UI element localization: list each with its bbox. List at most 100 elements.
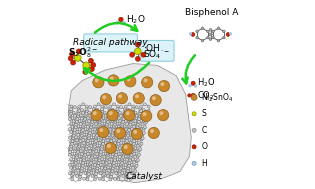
Circle shape (188, 94, 191, 97)
Circle shape (74, 136, 77, 139)
Circle shape (133, 135, 136, 138)
Circle shape (158, 109, 169, 121)
Circle shape (140, 110, 152, 122)
Circle shape (99, 118, 102, 121)
Circle shape (89, 124, 92, 127)
Circle shape (100, 150, 102, 153)
Circle shape (192, 128, 196, 132)
Circle shape (104, 160, 107, 163)
Circle shape (112, 127, 114, 130)
Circle shape (138, 113, 140, 116)
Circle shape (106, 159, 108, 162)
Text: $\cdot$OH: $\cdot$OH (143, 42, 161, 53)
Circle shape (71, 171, 74, 174)
Circle shape (68, 136, 72, 139)
Circle shape (109, 142, 112, 145)
Circle shape (101, 141, 104, 144)
Circle shape (92, 133, 95, 136)
Circle shape (159, 111, 163, 115)
Circle shape (111, 144, 114, 147)
Circle shape (124, 178, 127, 181)
Circle shape (118, 137, 121, 140)
Circle shape (93, 145, 96, 148)
Circle shape (83, 156, 86, 159)
Circle shape (82, 161, 85, 164)
Circle shape (130, 52, 135, 57)
Circle shape (96, 167, 99, 170)
Circle shape (87, 132, 90, 136)
Circle shape (98, 159, 101, 162)
Circle shape (125, 76, 136, 87)
Circle shape (122, 152, 125, 155)
Circle shape (97, 126, 100, 129)
Circle shape (122, 166, 125, 169)
Circle shape (118, 165, 122, 168)
Circle shape (101, 105, 104, 108)
Circle shape (90, 119, 93, 122)
Circle shape (117, 117, 120, 120)
Circle shape (133, 130, 137, 134)
Circle shape (77, 146, 80, 149)
Circle shape (72, 134, 75, 137)
Circle shape (129, 142, 132, 145)
Circle shape (94, 149, 98, 153)
Circle shape (124, 119, 127, 122)
Circle shape (84, 111, 87, 114)
Circle shape (72, 111, 75, 114)
Circle shape (93, 109, 96, 112)
Circle shape (80, 108, 83, 111)
Circle shape (83, 169, 86, 172)
Circle shape (86, 175, 89, 178)
Circle shape (103, 165, 106, 168)
Circle shape (110, 132, 113, 136)
Circle shape (118, 155, 121, 158)
Circle shape (86, 152, 89, 155)
Circle shape (115, 149, 117, 152)
Circle shape (86, 174, 89, 177)
Circle shape (104, 114, 107, 117)
Circle shape (89, 163, 91, 166)
Circle shape (89, 157, 93, 160)
Circle shape (97, 160, 100, 163)
Circle shape (127, 163, 130, 166)
Circle shape (85, 105, 89, 108)
Circle shape (92, 160, 95, 163)
Circle shape (124, 174, 127, 177)
Circle shape (78, 105, 81, 108)
Circle shape (135, 106, 138, 109)
Circle shape (147, 105, 150, 108)
Circle shape (72, 147, 75, 150)
Circle shape (109, 155, 112, 158)
Circle shape (115, 146, 118, 149)
Circle shape (120, 129, 123, 132)
Circle shape (133, 93, 144, 104)
Circle shape (118, 120, 122, 123)
Circle shape (112, 124, 115, 127)
Circle shape (123, 125, 126, 128)
Circle shape (104, 167, 107, 170)
Circle shape (116, 166, 119, 169)
Circle shape (83, 120, 86, 123)
Circle shape (191, 33, 195, 36)
Circle shape (121, 171, 124, 174)
Circle shape (122, 113, 125, 116)
Circle shape (119, 150, 123, 153)
Circle shape (87, 168, 90, 171)
Circle shape (127, 134, 129, 137)
Circle shape (136, 126, 139, 129)
Circle shape (116, 108, 119, 111)
Circle shape (88, 155, 90, 158)
Circle shape (95, 122, 98, 125)
Circle shape (71, 125, 74, 128)
Circle shape (85, 143, 88, 146)
Circle shape (140, 138, 143, 141)
Circle shape (94, 119, 96, 122)
Circle shape (78, 119, 81, 122)
Circle shape (109, 145, 112, 148)
Circle shape (144, 78, 147, 82)
Circle shape (158, 81, 170, 92)
Circle shape (91, 156, 94, 159)
Circle shape (116, 105, 119, 108)
Text: Bisphenol A: Bisphenol A (185, 8, 238, 17)
Circle shape (118, 134, 122, 137)
